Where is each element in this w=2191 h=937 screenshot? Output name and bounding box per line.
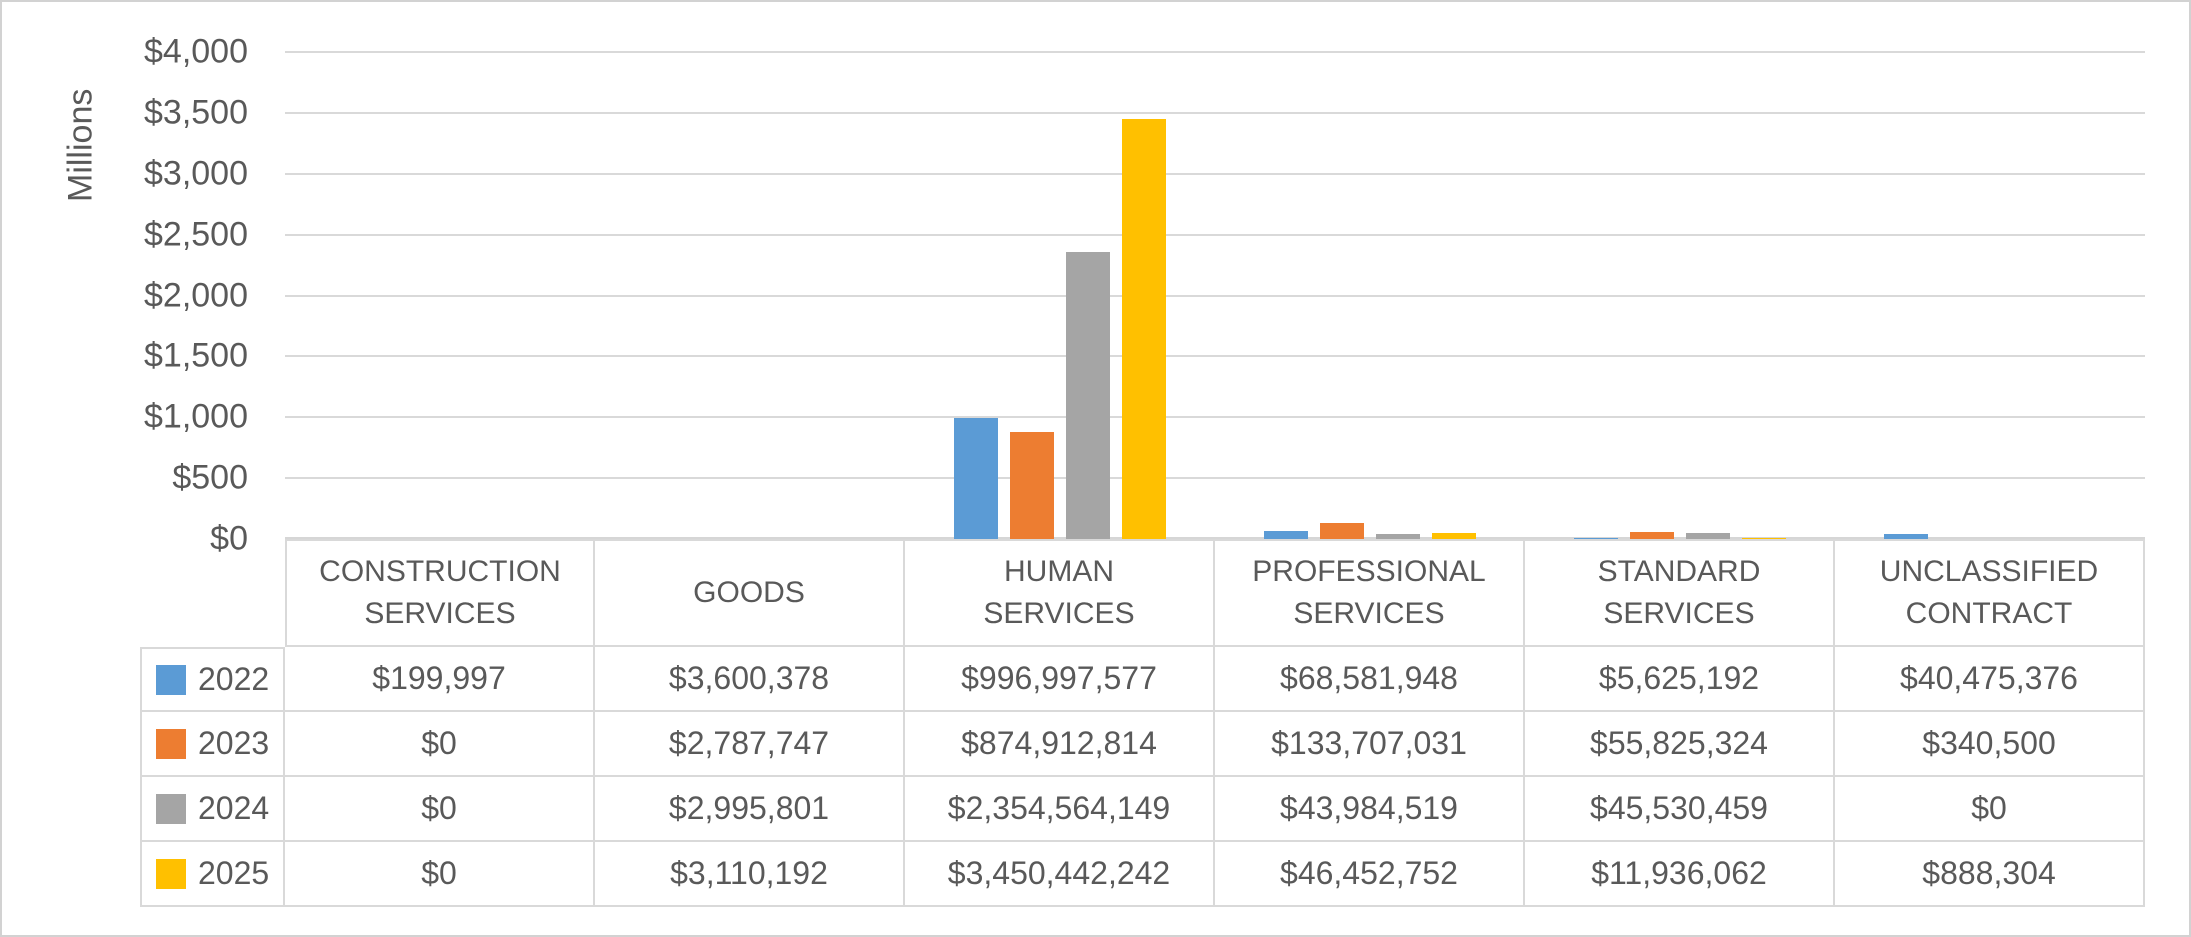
value-cell-2022-3: $996,997,577 (905, 647, 1215, 712)
category-header-line: HUMAN (1004, 555, 1114, 588)
legend-row-2025: 2025 (140, 842, 285, 907)
bar-groups (285, 52, 2145, 539)
bar-2023 (1320, 522, 1364, 539)
value-cell-2023-5: $55,825,324 (1525, 712, 1835, 777)
gridline (285, 233, 2145, 236)
category-header-cell: CONSTRUCTION SERVICES (285, 539, 595, 647)
category-header-line: CONSTRUCTION (319, 555, 561, 588)
bar-2025 (1432, 533, 1476, 539)
legend-year-label: 2023 (198, 725, 270, 761)
bar-2024 (1686, 533, 1730, 539)
legend-year-label: 2024 (198, 790, 270, 826)
y-tick-label: $1,500 (144, 336, 248, 375)
y-tick-label: $3,000 (144, 154, 248, 193)
legend-year-label: 2022 (198, 661, 270, 697)
gridline (285, 477, 2145, 480)
value-cell-2022-5: $5,625,192 (1525, 647, 1835, 712)
bar-2023 (1630, 532, 1674, 539)
gridline (285, 111, 2145, 114)
legend-row-2022: 2022 (140, 647, 285, 712)
value-cell-2023-1: $0 (285, 712, 595, 777)
category-header-line: STANDARD (1597, 555, 1761, 588)
chart-data-table: CONSTRUCTION SERVICES GOODS HUMAN SERVICES PR… (140, 539, 2145, 907)
bar-2023 (1010, 432, 1054, 539)
value-cell-2024-3: $2,354,564,149 (905, 777, 1215, 842)
category-header-line: SERVICES (983, 597, 1135, 630)
bar-2024 (1066, 252, 1110, 539)
legend-swatch-2022 (156, 664, 186, 695)
legend-swatch-2025 (156, 858, 186, 889)
category-header-cell: GOODS (595, 539, 905, 647)
category-header-line: SERVICES (1293, 597, 1445, 630)
value-cell-2023-3: $874,912,814 (905, 712, 1215, 777)
value-cell-2025-3: $3,450,442,242 (905, 842, 1215, 907)
legend-row-2024: 2024 (140, 777, 285, 842)
value-cell-2024-4: $43,984,519 (1215, 777, 1525, 842)
bar-group-human-services (905, 52, 1215, 539)
y-tick-label: $0 (210, 519, 248, 558)
value-cell-2023-4: $133,707,031 (1215, 712, 1525, 777)
category-header-line: SERVICES (364, 597, 516, 630)
value-cell-2025-5: $11,936,062 (1525, 842, 1835, 907)
value-cell-2025-2: $3,110,192 (595, 842, 905, 907)
category-header-line: GOODS (693, 576, 805, 609)
value-cell-2022-2: $3,600,378 (595, 647, 905, 712)
bar-group-standard-services (1525, 52, 1835, 539)
y-axis-ticks: $4,000 $3,500 $3,000 $2,500 $2,000 $1,500 $1,0… (2, 33, 248, 558)
bar-group-unclassified-contract (1835, 52, 2145, 539)
x-axis-line (285, 537, 2145, 540)
plot-area (285, 51, 2145, 540)
value-cell-2025-6: $888,304 (1835, 842, 2145, 907)
y-tick-label: $500 (172, 458, 248, 497)
bar-2022 (1884, 534, 1928, 539)
bar-2024 (1376, 533, 1420, 539)
gridline (285, 416, 2145, 419)
bar-2022 (1264, 530, 1308, 539)
y-tick-label: $2,500 (144, 215, 248, 254)
bar-2025 (1122, 118, 1166, 539)
legend-year-label: 2025 (198, 855, 270, 891)
value-cell-2024-2: $2,995,801 (595, 777, 905, 842)
y-tick-label: $2,000 (144, 276, 248, 314)
y-tick-label: $3,500 (144, 93, 248, 132)
value-cell-2024-1: $0 (285, 777, 595, 842)
category-header-cell: UNCLASSIFIED CONTRACT (1835, 539, 2145, 647)
gridline (285, 51, 2145, 53)
category-header-line: CONTRACT (1905, 597, 2073, 630)
legend-swatch-2023 (156, 728, 186, 759)
y-tick-label: $4,000 (144, 32, 248, 71)
value-cell-2022-4: $68,581,948 (1215, 647, 1525, 712)
gridline (285, 172, 2145, 175)
y-tick-label: $1,000 (144, 397, 248, 436)
value-cell-2023-6: $340,500 (1835, 712, 2145, 777)
category-header-line: PROFESSIONAL (1252, 555, 1486, 588)
value-cell-2025-1: $0 (285, 842, 595, 907)
legend-swatch-2024 (156, 793, 186, 824)
category-header-cell: STANDARD SERVICES (1525, 539, 1835, 647)
category-header-cell: PROFESSIONAL SERVICES (1215, 539, 1525, 647)
bar-group-construction-services (285, 52, 595, 539)
value-cell-2024-5: $45,530,459 (1525, 777, 1835, 842)
value-cell-2023-2: $2,787,747 (595, 712, 905, 777)
bar-2025 (1742, 537, 1786, 539)
category-header-line: SERVICES (1603, 597, 1755, 630)
gridline (285, 294, 2145, 297)
gridline (285, 355, 2145, 358)
value-cell-2022-1: $199,997 (285, 647, 595, 712)
value-cell-2024-6: $0 (1835, 777, 2145, 842)
legend-row-2023: 2023 (140, 712, 285, 777)
category-header-cell: HUMAN SERVICES (905, 539, 1215, 647)
bar-group-goods (595, 52, 905, 539)
bar-group-professional-services (1215, 52, 1525, 539)
value-cell-2025-4: $46,452,752 (1215, 842, 1525, 907)
bar-2022 (954, 417, 998, 539)
bar-2022 (1574, 538, 1618, 539)
value-cell-2022-6: $40,475,376 (1835, 647, 2145, 712)
category-header-line: UNCLASSIFIED (1879, 555, 2099, 588)
